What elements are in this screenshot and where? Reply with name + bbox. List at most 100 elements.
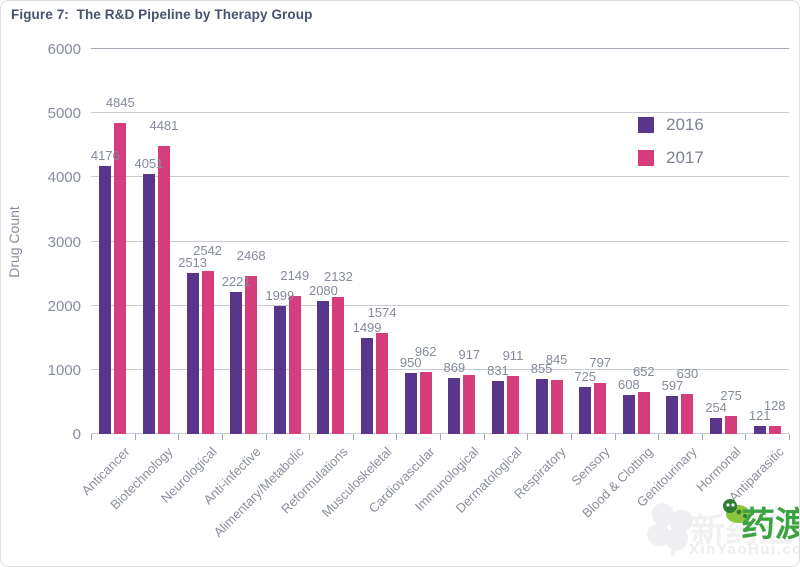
y-tick-label-2000: 2000: [47, 297, 81, 315]
bar-2017-0: [114, 123, 127, 434]
bar-2016-7: [404, 373, 417, 434]
bar-2017-15: [768, 425, 781, 434]
x-axis-tick: [178, 434, 180, 440]
bar-2016-4: [273, 305, 286, 434]
x-axis-tick: [221, 434, 223, 440]
clover-icon: [647, 503, 693, 556]
value-label-2016-14: 254: [705, 399, 727, 415]
plot-area: 4176 4845 Anticancer 4051 4481 Biotechnology 2…: [78, 48, 790, 540]
x-axis-tick: [352, 434, 354, 440]
bar-2017-1: [157, 146, 170, 434]
value-label-2016-9: 831: [487, 362, 509, 378]
gridline-4000: [91, 176, 789, 178]
x-axis-tick: [483, 434, 485, 440]
bar-2016-3: [230, 291, 243, 434]
legend-label-2016: 2016: [666, 115, 704, 134]
value-label-2016-15: 121: [748, 408, 771, 424]
bar-2017-6: [376, 333, 389, 434]
y-tick-label-4000: 4000: [47, 169, 81, 187]
y-tick-label-0: 0: [72, 426, 81, 443]
value-label-2017-13: 630: [676, 365, 699, 381]
x-axis-tick: [701, 434, 703, 440]
value-label-2017-5: 2132: [323, 269, 353, 285]
gridline-0: [91, 433, 789, 434]
bar-2016-0: [99, 166, 112, 434]
x-axis-tick: [658, 434, 660, 440]
value-label-2017-7: 962: [414, 344, 437, 360]
bar-2017-12: [637, 392, 650, 434]
y-axis-ticks: 0 1000 2000 3000 4000 5000 6000: [1, 42, 85, 442]
x-axis-tick: [570, 434, 572, 440]
bar-2016-11: [579, 387, 592, 434]
bar-2016-14: [710, 417, 723, 434]
value-label-2016-1: 4051: [134, 156, 164, 172]
gridline-1000: [91, 368, 789, 370]
legend-swatch-2017: [638, 150, 654, 166]
value-label-2017-4: 2149: [280, 268, 310, 284]
watermark: 新药汇 药渡 XinYaoHui.com: [629, 491, 799, 565]
value-label-2017-3: 2468: [236, 247, 266, 263]
value-label-2016-6: 1499: [352, 319, 382, 335]
gridline-5000: [91, 112, 789, 114]
value-label-2016-5: 2080: [308, 282, 338, 298]
bar-2017-4: [288, 296, 301, 434]
x-axis-tick: [440, 434, 441, 440]
x-axis-tick: [91, 434, 92, 440]
bar-2017-7: [419, 372, 432, 434]
figure-title: Figure 7: The R&D Pipeline by Therapy Gr…: [11, 7, 313, 22]
value-label-2017-9: 911: [502, 347, 524, 363]
value-label-2017-2: 2542: [193, 242, 223, 258]
value-label-2016-11: 725: [574, 369, 597, 385]
x-axis-tick: [614, 434, 616, 440]
bar-2017-14: [725, 416, 738, 434]
value-label-2017-1: 4481: [149, 118, 179, 134]
watermark-ghost-text: 新药汇: [691, 512, 793, 550]
bar-2017-9: [506, 375, 519, 434]
bar-2016-13: [666, 395, 679, 434]
bar-2017-13: [681, 393, 694, 434]
value-label-2017-6: 1574: [367, 305, 397, 321]
y-tick-label-6000: 6000: [47, 41, 81, 58]
value-label-2017-11: 797: [589, 354, 612, 370]
gridline-3000: [91, 240, 789, 242]
x-axis-tick: [527, 434, 529, 440]
value-label-2017-14: 275: [720, 388, 742, 404]
value-label-2016-3: 2221: [221, 273, 251, 289]
watermark-site-text: XinYaoHui.com: [689, 541, 799, 558]
x-axis-tick: [745, 434, 747, 440]
legend: 2016 2017: [638, 115, 704, 181]
bar-2016-2: [186, 272, 199, 434]
y-tick-label-1000: 1000: [47, 361, 81, 379]
y-tick-label-3000: 3000: [47, 233, 81, 251]
bar-2016-9: [491, 380, 504, 434]
bar-2016-12: [622, 395, 635, 434]
bar-2017-8: [463, 375, 476, 434]
value-label-2017-8: 917: [458, 347, 481, 363]
watermark-brand-text: 药渡: [741, 506, 799, 544]
bar-2016-6: [361, 337, 374, 434]
x-axis-tick: [265, 434, 267, 440]
bar-2016-10: [535, 379, 548, 434]
x-axis-tick: [309, 434, 311, 440]
bar-2017-10: [550, 379, 563, 434]
bar-2017-11: [594, 382, 607, 434]
x-axis-tick: [789, 434, 790, 440]
bar-2016-8: [448, 378, 461, 434]
value-label-2016-4: 1999: [265, 287, 295, 303]
legend-swatch-2016: [638, 117, 654, 133]
value-label-2016-2: 2513: [178, 254, 208, 270]
value-label-2017-12: 652: [632, 364, 655, 380]
bar-2016-5: [317, 300, 330, 434]
gridline-2000: [91, 304, 789, 306]
value-label-2016-0: 4176: [90, 148, 120, 164]
value-label-2016-13: 597: [661, 377, 684, 393]
value-label-2017-10: 845: [545, 351, 568, 367]
bar-2017-5: [332, 297, 345, 434]
value-label-2017-15: 128: [763, 397, 786, 413]
bar-2017-3: [245, 275, 258, 434]
x-axis-tick: [396, 434, 398, 440]
bar-2016-1: [142, 174, 155, 434]
gridline-6000: [91, 48, 789, 49]
value-label-2016-8: 869: [443, 360, 466, 376]
